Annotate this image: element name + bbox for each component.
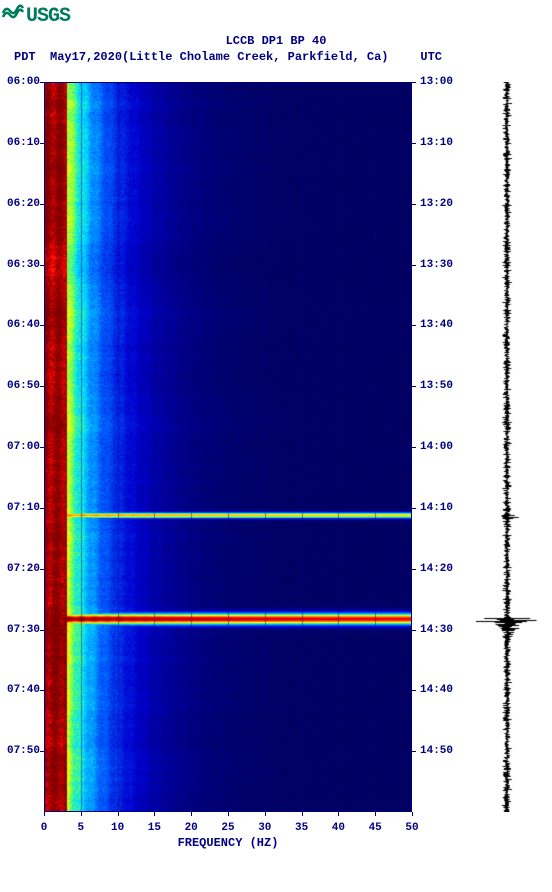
chart-title: LCCB DP1 BP 40 (0, 34, 552, 48)
y-left-tick-label: 06:40 (7, 319, 40, 331)
chart-titles: LCCB DP1 BP 40 (0, 34, 552, 48)
y-right-tick-label: 14:10 (420, 502, 453, 514)
x-tick-label: 10 (111, 822, 124, 834)
y-left-tick-label: 07:10 (7, 502, 40, 514)
y-right-tick-label: 14:00 (420, 441, 453, 453)
y-axis-right: 13:0013:1013:2013:3013:4013:5014:0014:10… (412, 82, 462, 812)
y-left-tick-label: 07:50 (7, 745, 40, 757)
x-tick-label: 35 (295, 822, 308, 834)
y-left-tick-label: 07:00 (7, 441, 40, 453)
page-root: { "logo": { "text": "USGS", "color": "#0… (0, 0, 552, 892)
x-tick-label: 50 (405, 822, 418, 834)
spectrogram-area (44, 82, 412, 812)
y-right-tick-label: 13:40 (420, 319, 453, 331)
y-right-tick-label: 13:00 (420, 76, 453, 88)
left-timezone-label: PDT May17,2020(Little Cholame Creek, Par… (14, 50, 388, 64)
y-right-tick-label: 14:20 (420, 563, 453, 575)
logo-text: USGS (26, 5, 70, 28)
spectrogram-canvas (44, 82, 412, 812)
x-tick-label: 45 (369, 822, 382, 834)
y-right-tick-label: 14:40 (420, 684, 453, 696)
x-tick-label: 15 (148, 822, 161, 834)
y-right-tick-label: 13:10 (420, 137, 453, 149)
y-right-tick-label: 14:30 (420, 624, 453, 636)
y-left-tick-label: 06:50 (7, 380, 40, 392)
y-axis-left: 06:0006:1006:2006:3006:4006:5007:0007:10… (0, 82, 44, 812)
tz-left-text: PDT (14, 50, 36, 64)
y-left-tick-label: 06:20 (7, 198, 40, 210)
header-date: May17,2020 (50, 50, 122, 64)
right-timezone-label: UTC (420, 50, 442, 64)
y-right-tick-label: 13:30 (420, 259, 453, 271)
y-right-tick-label: 13:20 (420, 198, 453, 210)
usgs-logo: USGS (2, 4, 70, 29)
x-tick-label: 25 (221, 822, 234, 834)
y-right-tick-label: 13:50 (420, 380, 453, 392)
header-location: (Little Cholame Creek, Parkfield, Ca) (122, 50, 388, 64)
y-left-tick-label: 07:20 (7, 563, 40, 575)
x-tick-label: 20 (185, 822, 198, 834)
x-tick-label: 5 (77, 822, 84, 834)
x-tick-label: 30 (258, 822, 271, 834)
y-left-tick-label: 06:10 (7, 137, 40, 149)
logo-wave-icon (2, 4, 24, 29)
seismogram-area (472, 82, 542, 812)
y-right-tick-label: 14:50 (420, 745, 453, 757)
y-left-tick-label: 06:00 (7, 76, 40, 88)
y-left-tick-label: 07:30 (7, 624, 40, 636)
y-left-tick-label: 07:40 (7, 684, 40, 696)
x-axis-label: FREQUENCY (HZ) (44, 836, 412, 850)
x-tick-label: 0 (41, 822, 48, 834)
y-left-tick-label: 06:30 (7, 259, 40, 271)
x-tick-label: 40 (332, 822, 345, 834)
seismogram-canvas (472, 82, 542, 812)
